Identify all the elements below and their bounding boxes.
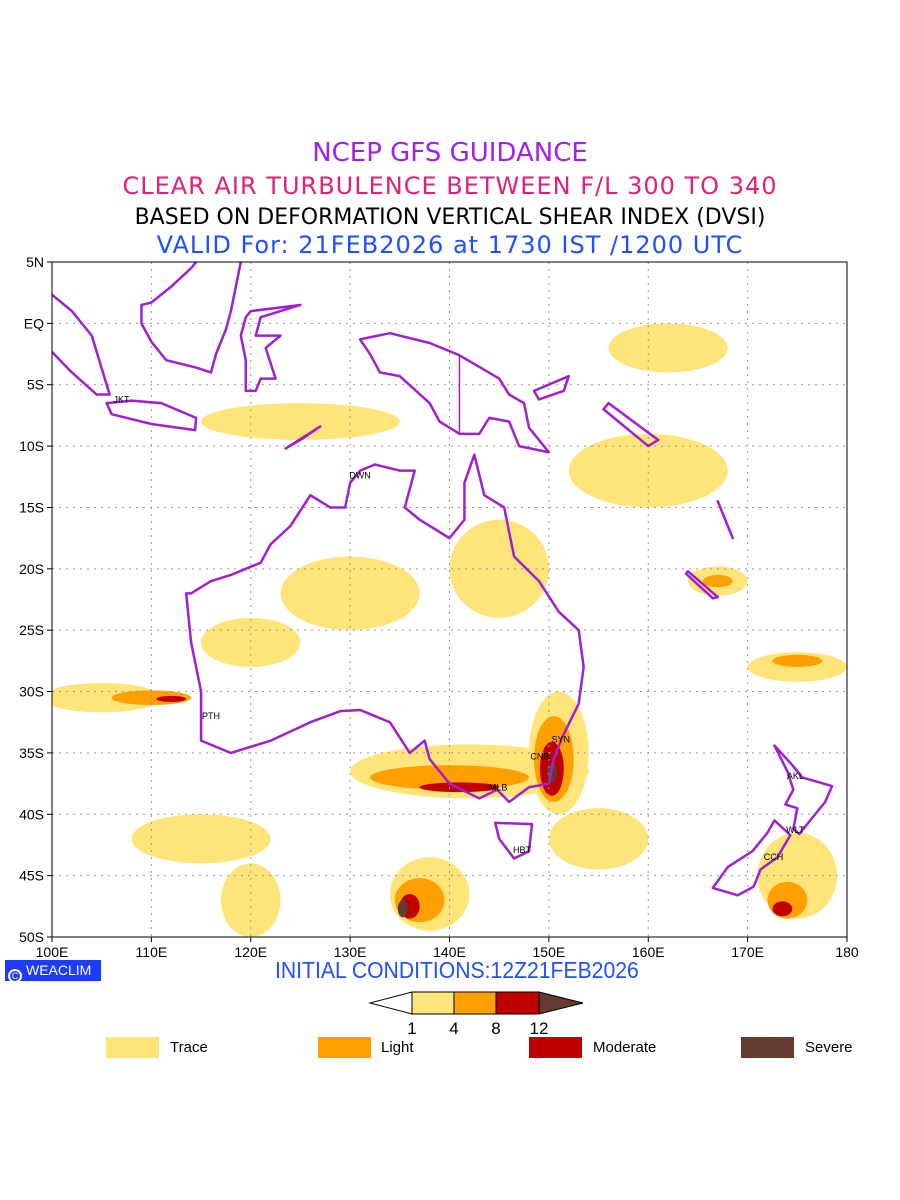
coastline-new-guinea [358, 331, 551, 454]
lon-tick-label: 130E [334, 944, 367, 960]
coastline-tasmania [493, 821, 534, 860]
lat-tick-label: 10S [19, 438, 44, 454]
coastline-vanuatu [716, 500, 734, 540]
coastline-timor [284, 425, 322, 450]
lat-tick-label: 20S [19, 561, 44, 577]
turbulence-area-trace [52, 682, 162, 713]
colorbar-below-arrow [368, 991, 413, 1015]
coastline-nz-south [711, 819, 792, 897]
turbulence-area-light [702, 574, 733, 588]
coastline-solomons [602, 401, 660, 448]
coastline-java [105, 399, 198, 432]
lon-tick-label: 120E [234, 944, 267, 960]
colorbar-light [453, 991, 497, 1015]
legend-label-moderate: Moderate [593, 1039, 657, 1056]
turbulence-area-trace [131, 814, 271, 864]
lat-tick-label: 50S [19, 929, 44, 945]
city-label-dwn: DWN [349, 471, 371, 481]
colorbar-trace [411, 991, 455, 1015]
lat-tick-label: 15S [19, 499, 44, 515]
lon-tick-label: 150E [533, 944, 566, 960]
turbulence-area-trace [280, 556, 420, 631]
turbulence-area-trace [548, 808, 649, 870]
turbulence-area-severe [397, 900, 408, 918]
turbulence-area-moderate [156, 695, 187, 702]
turbulence-area-trace [201, 617, 301, 667]
legend-label-light: Light [381, 1039, 414, 1056]
lat-tick-label: 45S [19, 868, 44, 884]
lon-tick-label: 100E [36, 944, 69, 960]
title-valid-time: VALID For: 21FEB2026 at 1730 IST /1200 U… [156, 231, 744, 259]
lon-tick-label: 140E [433, 944, 466, 960]
initial-conditions: INITIAL CONDITIONS:12Z21FEB2026 [275, 957, 639, 983]
city-label-jkt: JKT [114, 394, 131, 404]
turbulence-area-light [772, 654, 823, 667]
lat-tick-label: 30S [19, 684, 44, 700]
turbulence-area-moderate [772, 901, 793, 917]
lon-tick-label: 180 [835, 944, 859, 960]
title-parameter: CLEAR AIR TURBULENCE BETWEEN F/L 300 TO … [122, 172, 778, 200]
colorbar-tick: 1 [407, 1019, 416, 1038]
lat-tick-label: 5S [27, 377, 44, 393]
turbulence-area-trace [608, 323, 728, 373]
coastlines [52, 262, 834, 897]
turbulence-area-light [370, 765, 529, 790]
coastline-nz-north [773, 744, 834, 836]
colorbar-severe-arrow [538, 991, 584, 1015]
turbulence-area-trace [201, 403, 400, 440]
coastline-new-britain [532, 374, 570, 401]
coastline-sulawesi [239, 303, 302, 393]
lat-tick-label: 35S [19, 745, 44, 761]
city-label-wlt: WLT [786, 825, 805, 835]
colorbar-tick: 12 [530, 1019, 549, 1038]
lat-tick-label: EQ [24, 315, 44, 331]
lat-tick-label: 25S [19, 622, 44, 638]
coastline-borneo [140, 262, 243, 374]
city-label-hbt: HBT [513, 845, 532, 855]
legend-swatch-moderate [529, 1037, 582, 1058]
legend-swatch-trace [106, 1037, 159, 1058]
turbulence-area-trace [568, 433, 728, 508]
colorbar-tick: 4 [449, 1019, 458, 1038]
copyright-icon: C [8, 969, 22, 983]
city-label-akl: AKL [787, 771, 804, 781]
city-label-cnb: CNB [530, 752, 549, 762]
title-product: NCEP GFS GUIDANCE [312, 138, 588, 168]
legend-label-severe: Severe [805, 1039, 853, 1056]
legend-label-trace: Trace [170, 1039, 208, 1056]
coastline-new-caledonia [684, 570, 720, 600]
lat-tick-label: 40S [19, 806, 44, 822]
lon-tick-label: 170E [731, 944, 764, 960]
legend-swatch-light [318, 1037, 371, 1058]
turbulence-area-trace [449, 519, 549, 618]
city-label-pth: PTH [202, 711, 220, 721]
legend-swatch-severe [741, 1037, 794, 1058]
brand-name: WEACLIM [26, 962, 92, 978]
coastline-sumatra [52, 293, 111, 396]
lon-tick-label: 160E [632, 944, 665, 960]
city-label-syn: SYN [552, 734, 571, 744]
title-method: BASED ON DEFORMATION VERTICAL SHEAR INDE… [134, 205, 766, 230]
axis-ticks: 100E 110E 120E 130E 140E 150E 160E 170E 180 5N EQ 5… [19, 254, 859, 960]
lon-tick-label: 110E [136, 944, 168, 960]
colorbar-moderate [495, 991, 540, 1015]
city-label-mlb: MLB [489, 782, 508, 792]
city-label-cch: CCH [764, 852, 784, 862]
lat-tick-label: 5N [26, 254, 44, 270]
gridlines [52, 262, 847, 937]
colorbar-tick: 8 [491, 1019, 500, 1038]
coastline-australia [184, 453, 585, 804]
colorbar: 1 4 8 12 [368, 991, 584, 1038]
weaclim-logo: C WEACLIM [5, 960, 101, 983]
